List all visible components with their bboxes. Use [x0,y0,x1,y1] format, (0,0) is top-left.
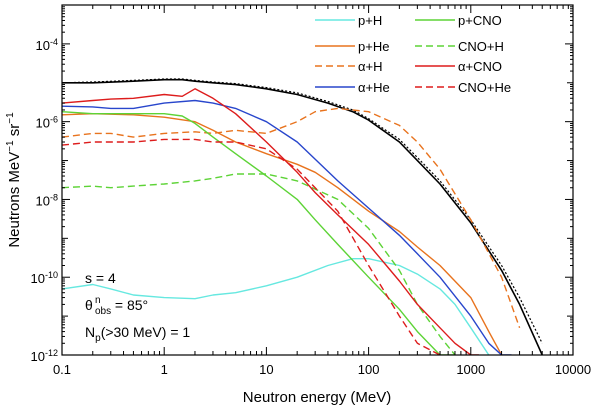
y-tick-label-1e-6: 10-6 [36,115,58,131]
y-axis-label: Neutrons MeV−1 sr−1 [5,112,23,248]
legend-label-alpha-h: α+H [358,59,383,74]
series-line-alpha-he [62,99,512,355]
series-line-total [62,78,543,355]
x-tick-labels: 0.1 1 10 100 1000 10000 [53,362,591,377]
series-line-cno-he [62,138,441,355]
x-axis-label: Neutron energy (MeV) [243,389,391,406]
y-tick-label-1e-10: 10-10 [31,270,58,286]
annotations: s = 4 θ n obs = 85° Np(>30 MeV) = 1 [85,270,190,344]
y-tick-label-1e-8: 10-8 [36,192,58,208]
legend-label-cno-h: CNO+H [458,39,504,54]
x-tick-label-0.1: 0.1 [53,362,71,377]
x-tick-label-1: 1 [161,362,168,377]
annotation-observation-angle: θ n obs = 85° [85,295,148,317]
series-line-p-he [62,112,503,355]
y-tick-labels: 10-12 10-10 10-8 10-6 10-4 [31,37,58,364]
legend-label-cno-he: CNO+He [458,80,511,95]
x-tick-label-10000: 10000 [555,362,591,377]
x-tick-label-1000: 1000 [456,362,485,377]
series-line-alpha-cno [62,88,479,355]
axis-ticks [61,5,574,356]
series-line-p-cno [62,111,455,355]
legend-label-p-h: p+H [358,13,382,28]
annotation-spectral-index: s = 4 [85,270,116,286]
x-tick-label-100: 100 [358,362,380,377]
series-line-alpha-h [62,107,521,329]
legend-label-alpha-cno: α+CNO [458,59,502,74]
legend-label-alpha-he: α+He [358,80,390,95]
series-line-p-h [62,258,490,355]
legend-label-p-he: p+He [358,39,389,54]
series-group [62,78,543,355]
legend: p+H p+He α+H α+He p+CNO CNO+H α+CNO CNO+… [315,13,511,95]
series-line-cno-h [62,173,456,355]
plot-frame [61,4,574,356]
series-line-total-dotted [62,78,543,344]
x-tick-label-10: 10 [259,362,273,377]
legend-label-p-cno: p+CNO [458,13,502,28]
annotation-proton-number: Np(>30 MeV) = 1 [85,324,190,344]
y-tick-label-1e-12: 10-12 [31,348,58,364]
y-tick-label-1e-4: 10-4 [36,37,58,53]
